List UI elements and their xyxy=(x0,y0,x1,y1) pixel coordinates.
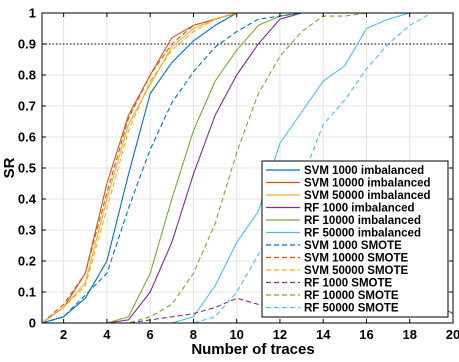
x-tick-label: 20 xyxy=(446,327,459,342)
y-tick-label: 0.1 xyxy=(18,285,36,300)
x-tick-label: 14 xyxy=(316,327,331,342)
x-tick-label: 16 xyxy=(359,327,373,342)
legend-entry: SVM 50000 imbalanced xyxy=(304,190,431,202)
y-tick-label: 0 xyxy=(29,316,36,331)
y-tick-label: 0.9 xyxy=(18,37,36,52)
x-tick-label: 2 xyxy=(60,327,67,342)
y-tick-label: 0.2 xyxy=(18,254,36,269)
legend-entry: RF 10000 imbalanced xyxy=(304,215,421,227)
legend-entry: SVM 1000 SMOTE xyxy=(304,240,402,252)
legend-entry: SVM 10000 SMOTE xyxy=(304,253,409,265)
x-tick-label: 10 xyxy=(229,327,243,342)
y-tick-label: 0.6 xyxy=(18,130,36,145)
y-tick-labels: 0 0.1 0.2 0.3 0.4 0.5 0.6 0.7 0.8 0.9 1 xyxy=(18,6,37,331)
x-tick-label: 6 xyxy=(147,327,154,342)
y-axis-label: SR xyxy=(1,157,18,178)
x-axis-label: Number of traces xyxy=(191,341,314,358)
x-tick-label: 18 xyxy=(403,327,417,342)
y-tick-label: 0.8 xyxy=(18,68,36,83)
y-tick-label: 0.4 xyxy=(18,192,37,207)
x-tick-labels: 2 4 6 8 10 12 14 16 18 20 xyxy=(60,327,459,342)
legend-entry: RF 50000 imbalanced xyxy=(304,228,421,240)
legend-entry: SVM 10000 imbalanced xyxy=(304,178,431,190)
y-tick-label: 1 xyxy=(29,6,36,21)
y-tick-label: 0.5 xyxy=(18,161,36,176)
series-line xyxy=(41,12,453,324)
y-tick-label: 0.3 xyxy=(18,223,36,238)
legend-entry: RF 50000 SMOTE xyxy=(304,303,399,315)
x-tick-label: 4 xyxy=(103,327,111,342)
x-tick-label: 12 xyxy=(273,327,287,342)
y-tick-label: 0.7 xyxy=(18,99,36,114)
legend-entry: SVM 50000 SMOTE xyxy=(304,265,409,277)
legend-entry: RF 10000 SMOTE xyxy=(304,290,399,302)
legend-entry: SVM 1000 imbalanced xyxy=(304,165,424,177)
legend-entry: RF 1000 SMOTE xyxy=(304,278,393,290)
legend-entry: RF 1000 imbalanced xyxy=(304,203,415,215)
axes xyxy=(41,12,454,324)
legend-box xyxy=(261,160,449,318)
x-tick-label: 8 xyxy=(190,327,197,342)
